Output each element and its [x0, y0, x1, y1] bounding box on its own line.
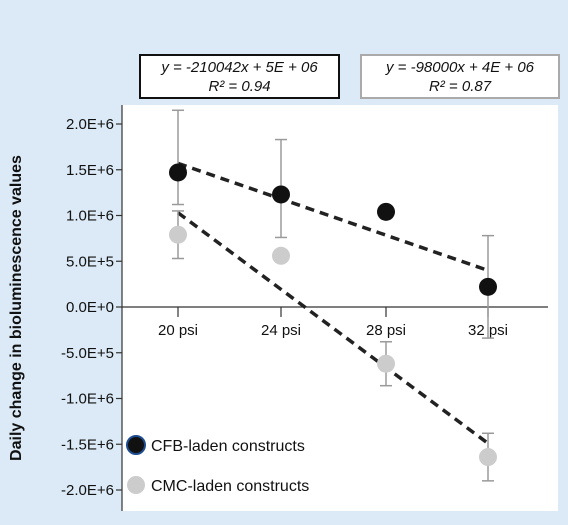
cfb-trendline	[177, 161, 489, 273]
cfb-legend-label: CFB-laden constructs	[151, 438, 305, 455]
y-tick-label: -1.5E+6	[61, 436, 114, 453]
y-tick-label: 0.0E+0	[66, 299, 114, 316]
cfb-data-point	[479, 277, 497, 296]
cfb-legend-marker	[126, 435, 146, 455]
plot-area	[122, 105, 558, 511]
y-tick-label: -2.0E+6	[61, 482, 114, 499]
cmc-equation: y = -98000x + 4E + 06	[385, 59, 535, 76]
cmc-trendline	[176, 211, 490, 445]
cmc-legend-label: CMC-laden constructs	[151, 478, 309, 495]
y-tick-label: 1.0E+6	[66, 208, 114, 225]
cfb-equation: y = -210042x + 5E + 06	[160, 59, 318, 76]
y-tick-label: 1.5E+6	[66, 162, 114, 179]
cfb-equation-box	[139, 54, 340, 99]
y-tick-label: -1.0E+6	[61, 391, 114, 408]
x-tick-label: 28 psi	[366, 322, 406, 339]
cmc-data-point	[377, 354, 395, 373]
cfb-data-point	[272, 185, 290, 204]
cmc-data-point	[272, 246, 290, 265]
y-tick-label: -5.0E+5	[61, 345, 114, 362]
y-tick-label: 5.0E+5	[66, 253, 114, 270]
cmc-data-point	[479, 448, 497, 467]
cmc-equation-box	[360, 54, 560, 99]
cmc-legend-marker	[127, 476, 145, 494]
cfb-data-point	[377, 202, 395, 221]
cfb-data-point	[169, 163, 187, 182]
y-axis-title: Daily change in bioluminescence values	[8, 155, 25, 461]
cmc-data-point	[169, 225, 187, 244]
cfb-r-squared: R² = 0.94	[208, 78, 270, 95]
x-tick-label: 24 psi	[261, 322, 301, 339]
cmc-r-squared: R² = 0.87	[429, 78, 492, 95]
y-tick-label: 2.0E+6	[66, 116, 114, 133]
x-tick-label: 20 psi	[158, 322, 198, 339]
